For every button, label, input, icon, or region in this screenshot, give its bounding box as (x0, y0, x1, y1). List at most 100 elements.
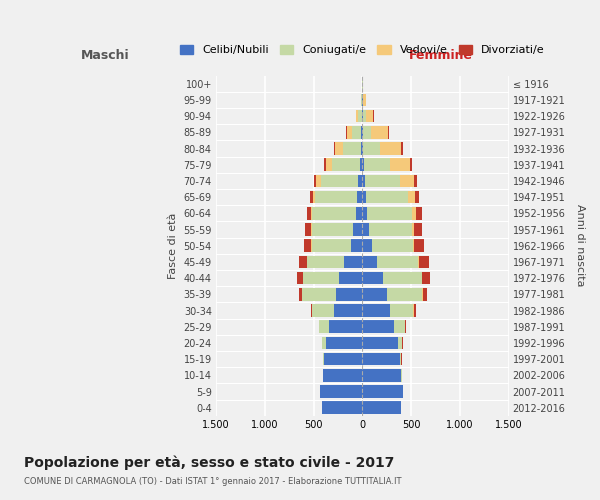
Text: Femmine: Femmine (409, 49, 473, 62)
Bar (343, 142, 361, 155)
Bar (353, 223, 362, 236)
Bar (407, 191, 415, 203)
Bar (311, 304, 312, 317)
Bar (299, 256, 307, 268)
Bar (391, 158, 410, 171)
Bar (365, 191, 407, 203)
Bar (414, 240, 424, 252)
Bar (415, 191, 419, 203)
Bar (311, 223, 353, 236)
Bar (334, 304, 362, 317)
Bar (352, 126, 361, 138)
Bar (362, 207, 367, 220)
Bar (364, 158, 391, 171)
Bar (362, 174, 365, 188)
Bar (362, 272, 383, 284)
Bar (362, 126, 363, 138)
Bar (400, 174, 415, 188)
Bar (358, 191, 362, 203)
Legend: Celibi/Nubili, Coniugati/e, Vedovi/e, Divorziati/e: Celibi/Nubili, Coniugati/e, Vedovi/e, Di… (176, 40, 549, 60)
Text: COMUNE DI CARMAGNOLA (TO) - Dati ISTAT 1° gennaio 2017 - Elaborazione TUTTITALIA: COMUNE DI CARMAGNOLA (TO) - Dati ISTAT 1… (24, 478, 401, 486)
Bar (405, 320, 406, 333)
Bar (313, 191, 316, 203)
Bar (362, 240, 372, 252)
Bar (356, 207, 362, 220)
Bar (388, 126, 389, 138)
Bar (329, 320, 362, 333)
Bar (304, 240, 311, 252)
Bar (369, 223, 412, 236)
Bar (310, 191, 313, 203)
Bar (367, 207, 412, 220)
Bar (394, 320, 405, 333)
Bar (305, 223, 311, 236)
Bar (323, 353, 324, 366)
Bar (364, 142, 380, 155)
Bar (307, 207, 311, 220)
Bar (362, 256, 377, 268)
Bar (360, 158, 362, 171)
Y-axis label: Fasce di età: Fasce di età (168, 212, 178, 279)
Bar (316, 191, 358, 203)
Bar (377, 256, 418, 268)
Bar (314, 174, 316, 188)
Bar (362, 353, 400, 366)
Bar (299, 288, 302, 300)
Text: Popolazione per età, sesso e stato civile - 2017: Popolazione per età, sesso e stato civil… (24, 455, 394, 469)
Bar (297, 272, 303, 284)
Bar (322, 402, 362, 414)
Bar (311, 240, 350, 252)
Bar (413, 240, 414, 252)
Bar (412, 207, 416, 220)
Bar (320, 385, 362, 398)
Bar (361, 142, 362, 155)
Bar (362, 158, 364, 171)
Bar (412, 223, 414, 236)
Bar (387, 288, 422, 300)
Bar (398, 336, 402, 349)
Bar (344, 256, 362, 268)
Bar (356, 110, 358, 122)
Bar (335, 142, 343, 155)
Bar (362, 191, 365, 203)
Bar (324, 158, 326, 171)
Bar (362, 385, 403, 398)
Bar (372, 240, 413, 252)
Bar (380, 142, 401, 155)
Bar (323, 369, 362, 382)
Bar (324, 353, 362, 366)
Bar (358, 110, 362, 122)
Text: Maschi: Maschi (80, 49, 129, 62)
Bar (326, 158, 332, 171)
Bar (358, 174, 362, 188)
Y-axis label: Anni di nascita: Anni di nascita (575, 204, 585, 287)
Bar (319, 320, 329, 333)
Bar (419, 256, 430, 268)
Bar (302, 288, 337, 300)
Bar (422, 288, 427, 300)
Bar (347, 126, 352, 138)
Bar (383, 272, 422, 284)
Bar (416, 207, 422, 220)
Bar (363, 126, 371, 138)
Bar (326, 336, 362, 349)
Bar (400, 353, 401, 366)
Bar (340, 272, 362, 284)
Bar (312, 207, 356, 220)
Bar (361, 126, 362, 138)
Bar (322, 336, 326, 349)
Bar (365, 174, 400, 188)
Bar (362, 320, 394, 333)
Bar (322, 174, 358, 188)
Bar (312, 304, 334, 317)
Bar (362, 288, 387, 300)
Bar (361, 94, 362, 106)
Bar (418, 256, 419, 268)
Bar (415, 174, 418, 188)
Bar (362, 94, 364, 106)
Bar (362, 223, 369, 236)
Bar (316, 174, 322, 188)
Bar (365, 110, 373, 122)
Bar (414, 223, 422, 236)
Bar (362, 336, 398, 349)
